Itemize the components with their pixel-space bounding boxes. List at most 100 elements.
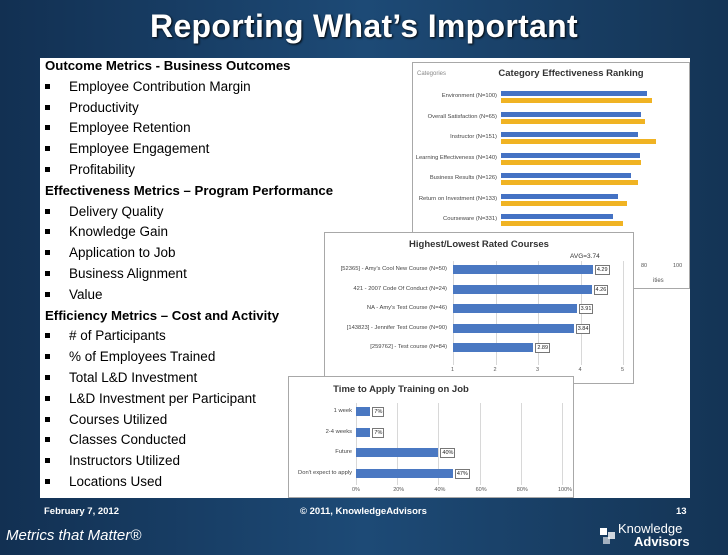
category-label: 1 week [333,408,352,414]
chart-bar-series2 [501,139,656,144]
gridline [479,403,481,485]
bullet-item: Classes Conducted [45,432,186,447]
highest-lowest-courses-chart: Highest/Lowest Rated Courses AVG=3.74 [5… [324,232,634,384]
bullet-text: Productivity [69,99,139,115]
bullet-text: Classes Conducted [69,432,187,448]
data-label: 3.91 [578,304,594,314]
bullet-square-icon [45,437,50,443]
category-label: [52365] - Amy's Cool New Course (N=50) [340,266,447,272]
partial-label: Categories [417,71,447,77]
chart-bar-series1 [501,214,613,219]
chart-bar-series1 [501,173,631,178]
bullet-square-icon [45,104,50,110]
bullet-text: Delivery Quality [69,203,164,219]
chart-title: Time to Apply Training on Job [333,384,469,395]
category-label: Business Results (N=126) [429,175,497,181]
bullet-square-icon [45,333,50,339]
bullet-text: Locations Used [69,474,163,489]
bullet-text: L&D Investment per Participant [69,390,256,406]
bullet-square-icon [45,166,50,172]
bullet-item: L&D Investment per Participant [45,391,256,406]
gridline [356,403,357,485]
chart-bar-series2 [501,221,624,226]
bullet-item: Locations Used [45,474,162,489]
bullet-text: Application to Job [69,245,176,261]
gridline [520,403,522,485]
gridline [538,261,539,365]
time-to-apply-chart: Time to Apply Training on Job 1 week 7% 2-… [288,376,574,498]
bullet-square-icon [45,146,50,152]
chart-title: Category Effectiveness Ranking [498,68,644,79]
data-label: 2.89 [535,343,551,353]
bullet-item: Profitability [45,162,135,177]
bullet-item: Employee Retention [45,120,191,135]
bullet-item: Productivity [45,100,139,115]
bullet-square-icon [45,354,50,360]
bullet-item: Value [45,287,103,302]
category-label: Future [335,449,352,455]
bullet-text: % of Employees Trained [69,349,216,365]
chart-bar [453,284,592,294]
bullet-item: Delivery Quality [45,204,164,219]
bullet-square-icon [45,395,50,401]
chart-bar [453,265,593,274]
partial-label: ities [653,278,664,284]
bullet-text: Value [69,286,103,302]
bullet-square-icon [45,374,50,380]
average-annotation: AVG=3.74 [570,253,600,260]
data-label: 7% [372,407,385,417]
chart-title: Highest/Lowest Rated Courses [409,239,549,250]
x-tick-label: 5 [621,367,625,373]
x-tick-label: 60% [475,487,487,493]
chart-bar-series1 [501,91,647,96]
bullet-item: % of Employees Trained [45,349,215,364]
bullet-text: Knowledge Gain [69,224,169,240]
knowledgeadvisors-logo: Knowledge Advisors [600,522,722,552]
footer-date: February 7, 2012 [44,506,119,517]
data-label: 40% [440,448,456,458]
bullet-square-icon [45,478,50,484]
category-label: 2-4 weeks [325,428,352,435]
chart-bar-series2 [501,159,642,165]
x-tick-label: 20% [393,487,405,493]
bullet-item: Employee Contribution Margin [45,79,251,94]
bullet-item: Instructors Utilized [45,453,180,468]
x-tick-label: 3 [536,367,540,373]
data-label: 4.26 [593,284,609,295]
chart-bar [356,407,371,416]
gridline [495,261,497,365]
chart-bar-series2 [501,180,638,185]
category-label: [259762] - Test course (N=84) [370,344,447,350]
x-tick-label: 80 [641,263,648,269]
bullet-text: Profitability [69,162,136,177]
x-tick-label: 1 [451,367,455,373]
bullet-item: Courses Utilized [45,412,167,427]
bullet-text: Courses Utilized [69,411,168,427]
bullet-square-icon [45,229,50,235]
bullet-square-icon [45,458,50,464]
x-tick-label: 2 [493,367,497,373]
bullet-square-icon [45,291,50,297]
chart-bar-series1 [501,193,618,199]
x-tick-label: 100 [673,263,683,269]
chart-bar-series1 [501,111,642,117]
slide-title: Reporting What’s Important [150,8,578,44]
gridline [453,261,454,365]
logo-text-line2: Advisors [634,534,690,549]
category-label: [143823] - Jennifer Test Course (N=90) [346,324,447,331]
section-heading: Effectiveness Metrics – Program Performa… [45,182,334,198]
chart-bar [453,304,577,313]
x-tick-label: 40% [434,487,446,493]
bullet-square-icon [45,416,50,422]
bullet-item: # of Participants [45,328,166,343]
bullet-item: Business Alignment [45,266,187,281]
data-label: 47% [454,468,470,479]
bullet-item: Knowledge Gain [45,224,168,239]
bullet-square-icon [45,83,50,89]
gridline [438,403,440,485]
bullet-square-icon [45,125,50,131]
bullet-item: Total L&D Investment [45,370,197,385]
chart-bar [356,468,453,478]
page-number: 13 [676,506,687,517]
category-label: Overall Satisfaction (N=65) [427,113,497,120]
